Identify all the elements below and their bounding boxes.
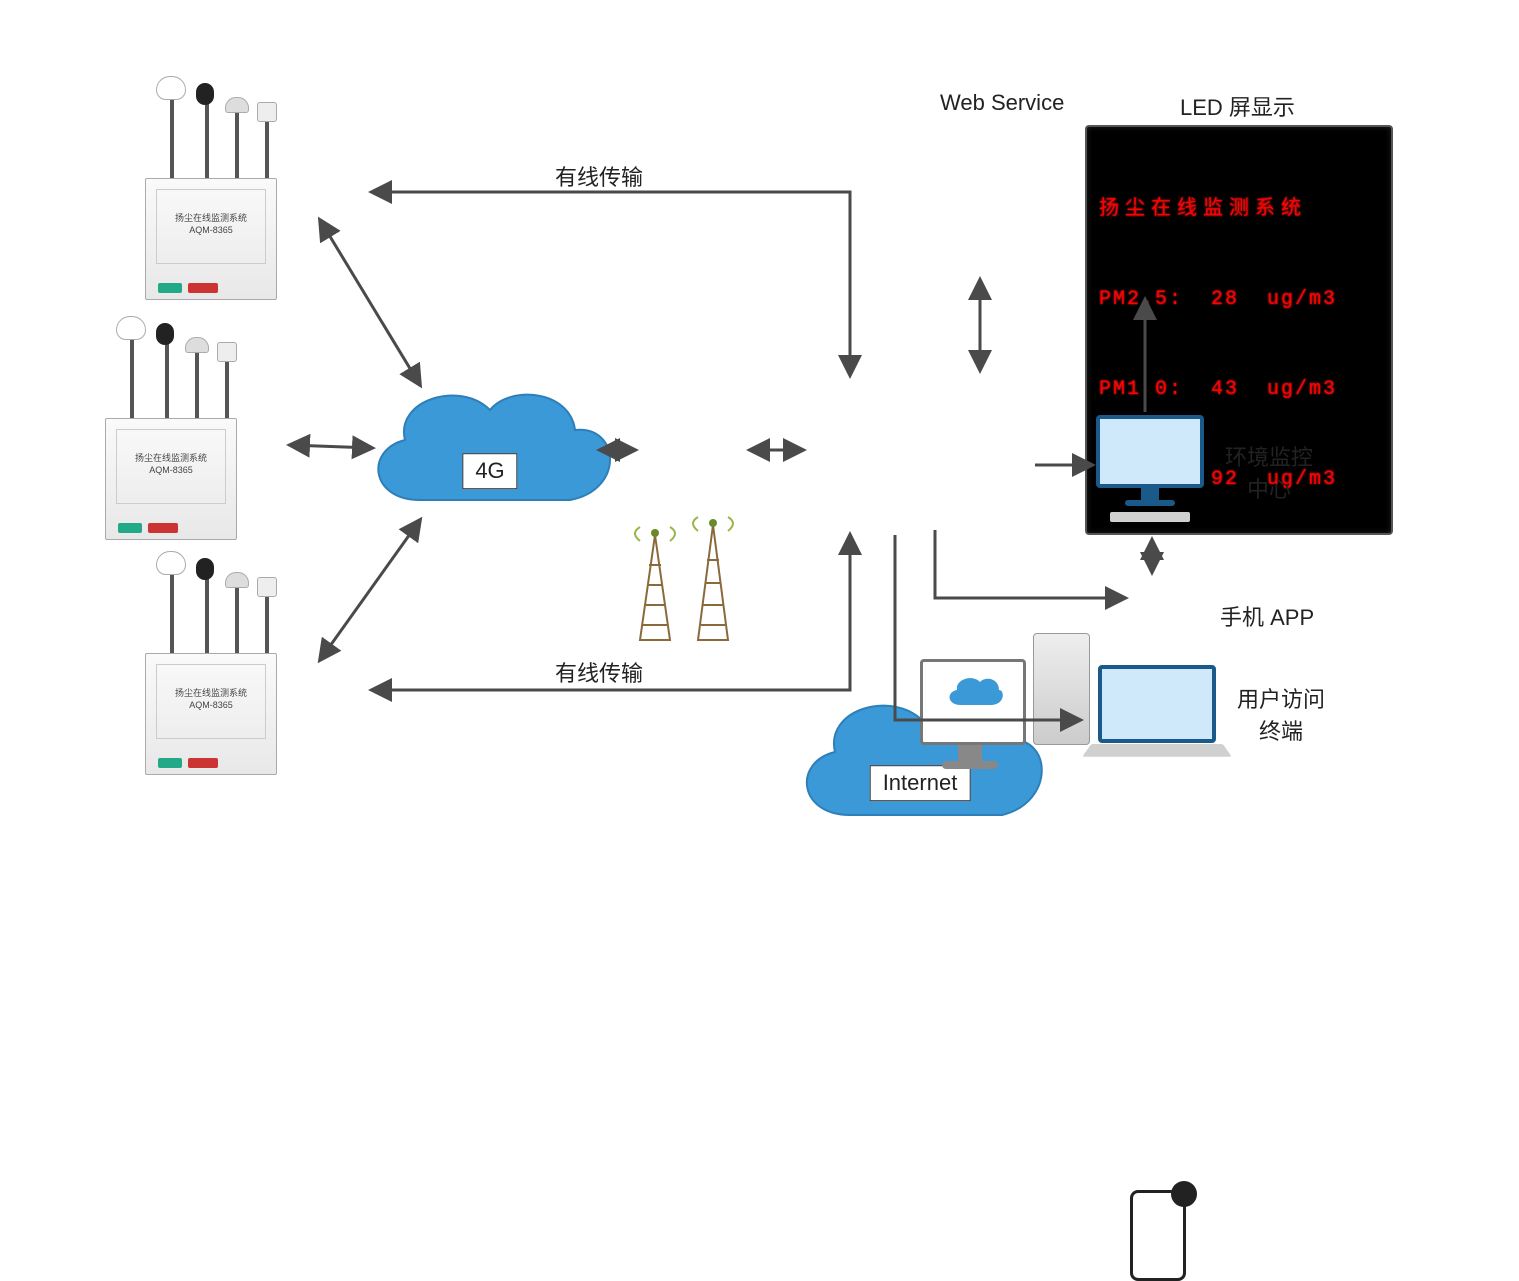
arrows-layer bbox=[0, 0, 1519, 870]
phone-app-icon: ••• bbox=[1130, 1190, 1186, 1281]
diagram-canvas: { "type": "network-diagram", "background… bbox=[0, 0, 1519, 870]
